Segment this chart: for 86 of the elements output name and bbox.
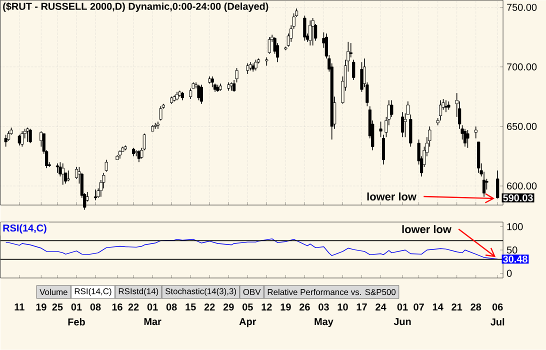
chart-title: ($RUT - RUSSELL 2000,D) Dynamic,0:00-24:00 (Delayed) — [3, 2, 268, 12]
candlestick — [303, 15, 306, 42]
candlestick — [26, 127, 30, 142]
candlestick — [463, 128, 467, 148]
candlestick — [360, 62, 364, 92]
x-tick-label: 07 — [414, 304, 424, 311]
y-tick-label: 50 — [506, 246, 518, 254]
candlestick — [74, 166, 78, 180]
candlestick — [235, 68, 238, 83]
text: RSIstd(14) — [118, 288, 158, 296]
candlestick — [28, 128, 32, 144]
x-tick-label: 14 — [432, 304, 444, 310]
y-tick-label: 100 — [507, 223, 523, 230]
x-tick-label: 17 — [356, 304, 367, 310]
candlestick — [485, 178, 488, 190]
x-tick-label: 26 — [300, 304, 310, 311]
text: Apr — [239, 318, 256, 328]
annotation: 590.03 — [503, 194, 533, 202]
candlestick — [352, 59, 356, 80]
candlestick — [232, 80, 236, 92]
text: RSI(14,C) — [74, 288, 112, 296]
x-tick-label: 08 — [90, 304, 101, 311]
candlestick — [311, 18, 314, 46]
candlestick — [400, 112, 404, 138]
candlestick — [156, 121, 160, 130]
text: Relative Performance vs. S&P500 — [268, 288, 396, 296]
series-label: RSI(14,C) — [3, 224, 46, 234]
candlestick — [200, 84, 204, 104]
candlestick — [268, 36, 271, 54]
text: May — [314, 318, 334, 328]
text: Jul — [490, 318, 504, 326]
y-tick-label: 600.00 — [507, 182, 537, 190]
annotation: lower low — [367, 192, 416, 201]
candlestick — [4, 134, 8, 148]
candlestick — [246, 62, 250, 74]
x-tick-label: 22 — [204, 304, 215, 310]
x-tick-label: 01 — [147, 304, 158, 311]
x-tick-label: 19 — [280, 304, 291, 311]
x-tick-label: 05 — [242, 304, 253, 311]
x-tick-label: 28 — [470, 304, 482, 311]
x-tick-label: 19 — [36, 304, 46, 311]
text: Stochastic(14(3),3) — [165, 288, 236, 296]
y-tick-label: 0 — [506, 270, 512, 277]
candlestick — [349, 42, 352, 58]
candlestick — [466, 130, 470, 148]
y-tick-label: 700.00 — [507, 63, 537, 70]
text: Feb — [68, 318, 85, 326]
x-tick-label: 08 — [166, 304, 177, 311]
text: Jun — [394, 318, 411, 326]
x-tick-label: 25 — [52, 304, 63, 311]
candlestick — [308, 20, 312, 46]
x-tick-label: 15 — [186, 304, 196, 310]
candlestick — [66, 170, 70, 182]
candlestick — [474, 126, 478, 139]
text: OBV — [243, 289, 261, 295]
annotation: 30.48 — [503, 256, 528, 263]
candlestick — [210, 76, 214, 88]
x-tick-label: 22 — [128, 304, 139, 310]
x-tick-label: 01 — [71, 304, 82, 311]
x-tick-label: 29 — [223, 304, 234, 311]
x-tick-label: 06 — [492, 304, 503, 311]
x-tick-label: 11 — [14, 304, 24, 310]
candlestick — [439, 100, 442, 121]
candlestick — [482, 171, 486, 198]
candlestick — [104, 159, 108, 172]
annotation: lower low — [402, 225, 452, 234]
candlestick — [379, 121, 382, 138]
candlestick — [197, 84, 200, 101]
x-tick-label: 01 — [397, 304, 408, 311]
text: Mar — [144, 318, 162, 326]
candlestick — [159, 106, 162, 121]
y-tick-label: 750.00 — [507, 4, 537, 11]
x-tick-label: 24 — [376, 304, 386, 310]
candlestick — [189, 88, 192, 100]
candlestick — [254, 59, 258, 71]
x-tick-label: 16 — [112, 304, 122, 311]
candlestick — [20, 130, 24, 148]
candlestick — [61, 162, 64, 186]
y-tick-label: 650.00 — [507, 122, 537, 130]
candlestick — [382, 134, 386, 165]
text: Volume — [40, 288, 68, 296]
candlestick — [56, 162, 60, 174]
x-tick-label: 21 — [452, 304, 462, 310]
x-tick-label: 10 — [338, 304, 348, 311]
x-tick-label: 12 — [262, 304, 272, 310]
x-tick-label: 03 — [318, 304, 329, 311]
